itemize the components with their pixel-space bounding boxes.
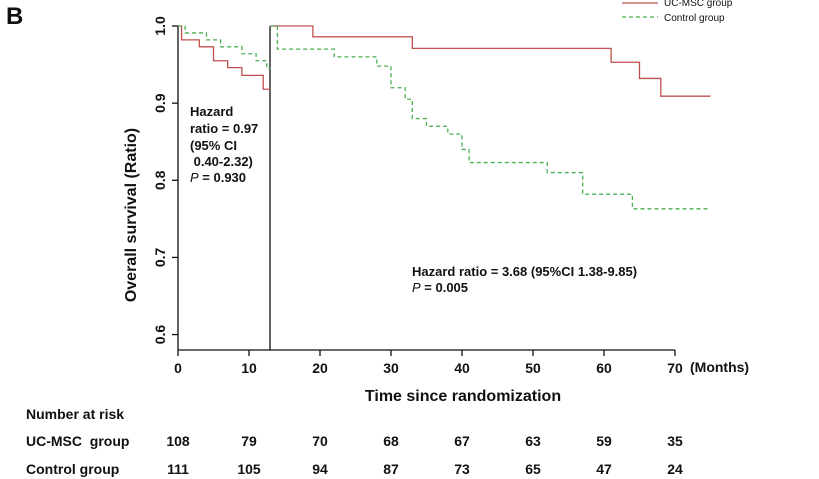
annotation-left-line3: (95% CI bbox=[190, 138, 237, 153]
annotation-right: Hazard ratio = 3.68 (95%CI 1.38-9.85) P … bbox=[412, 264, 637, 295]
risk-cell: 67 bbox=[454, 433, 470, 449]
annotation-left-line1: Hazard bbox=[190, 104, 233, 119]
x-tick-label: 10 bbox=[241, 360, 257, 376]
annotation-left-pvalue: P = 0.930 bbox=[190, 170, 246, 185]
x-tick-label: 40 bbox=[454, 360, 470, 376]
x-tick-label: 0 bbox=[174, 360, 182, 376]
x-tick-label: 50 bbox=[525, 360, 541, 376]
p-symbol: P bbox=[412, 280, 421, 295]
y-axis-title: Overall survival (Ratio) bbox=[123, 128, 140, 302]
x-axis-title: Time since randomization bbox=[365, 388, 561, 405]
risk-cell: 70 bbox=[312, 433, 328, 449]
annotation-right-pvalue: P = 0.005 bbox=[412, 280, 468, 295]
annotation-left: Hazard ratio = 0.97 (95% CI 0.40-2.32) P… bbox=[190, 104, 258, 185]
risk-row-label-uc-msc: UC-MSC group bbox=[26, 433, 129, 449]
x-tick-label: 30 bbox=[383, 360, 399, 376]
risk-row-label-control: Control group bbox=[26, 461, 119, 477]
risk-cell: 94 bbox=[312, 461, 328, 477]
annotation-left-line4: 0.40-2.32) bbox=[190, 154, 253, 169]
legend-label-control: Control group bbox=[664, 13, 725, 24]
annotation-left-line2: ratio = 0.97 bbox=[190, 121, 258, 136]
y-tick-label: 0.8 bbox=[152, 170, 168, 190]
p-value: = 0.930 bbox=[199, 170, 246, 185]
risk-cell: 111 bbox=[167, 461, 189, 477]
x-tick-label: 20 bbox=[312, 360, 328, 376]
risk-cell: 105 bbox=[237, 461, 261, 477]
x-tick-label: 70 bbox=[667, 360, 683, 376]
legend-label-uc-msc: UC-MSC group bbox=[664, 0, 733, 9]
survival-curve-uc-msc bbox=[178, 25, 711, 97]
risk-table-title: Number at risk bbox=[26, 406, 124, 422]
risk-cell: 24 bbox=[667, 461, 683, 477]
panel-label: B bbox=[6, 3, 23, 30]
y-tick-label: 0.9 bbox=[152, 93, 168, 113]
survival-curve-control bbox=[178, 25, 711, 210]
p-value: = 0.005 bbox=[421, 280, 468, 295]
risk-cell: 65 bbox=[525, 461, 541, 477]
risk-cell: 73 bbox=[454, 461, 470, 477]
risk-cell: 87 bbox=[383, 461, 399, 477]
legend: UC-MSC group Control group bbox=[622, 0, 733, 24]
survival-curves bbox=[178, 25, 711, 210]
x-tick-label: 60 bbox=[596, 360, 612, 376]
risk-cell: 59 bbox=[596, 433, 612, 449]
risk-cell: 35 bbox=[667, 433, 683, 449]
risk-cell: 108 bbox=[166, 433, 190, 449]
risk-cell: 47 bbox=[596, 461, 612, 477]
y-axis: 0.6 0.7 0.8 0.9 1.0 bbox=[152, 16, 179, 350]
risk-cell: 63 bbox=[525, 433, 541, 449]
y-tick-label: 0.6 bbox=[152, 325, 168, 345]
x-unit-label: (Months) bbox=[690, 359, 749, 375]
risk-table: Number at risk UC-MSC group Control grou… bbox=[26, 406, 683, 477]
annotation-right-line1: Hazard ratio = 3.68 (95%CI 1.38-9.85) bbox=[412, 264, 637, 279]
x-axis: 0 10 20 30 40 50 60 70 bbox=[174, 349, 683, 376]
risk-cell: 79 bbox=[241, 433, 257, 449]
y-tick-label: 1.0 bbox=[152, 16, 168, 36]
p-symbol: P bbox=[190, 170, 199, 185]
y-tick-label: 0.7 bbox=[152, 247, 168, 267]
risk-cell: 68 bbox=[383, 433, 399, 449]
